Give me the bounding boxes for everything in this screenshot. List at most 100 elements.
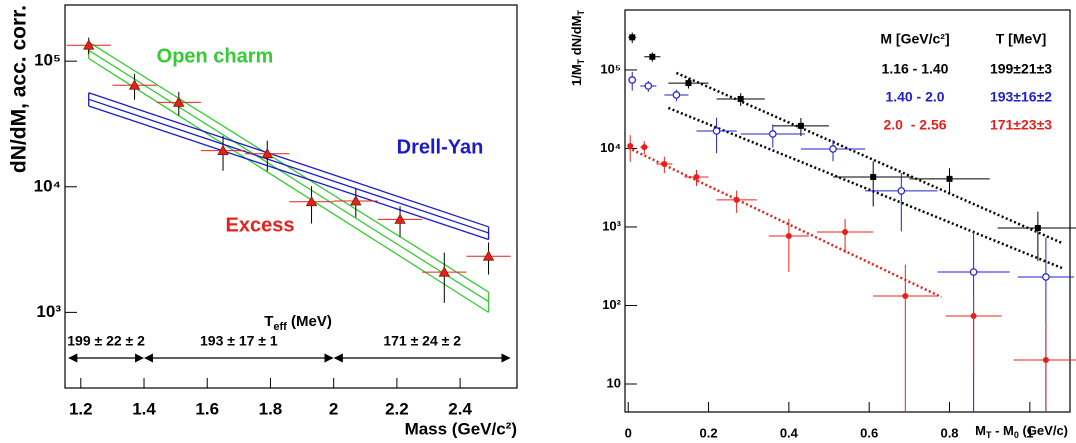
point — [649, 53, 656, 60]
x-tick-label: 0.4 — [780, 425, 799, 440]
x-axis-label: MT - M0 (GeV/c) — [975, 423, 1068, 440]
point — [1042, 357, 1049, 364]
x-label-part: M — [975, 423, 986, 438]
legend-temperature: 193±16±2 — [990, 89, 1052, 105]
point — [970, 312, 977, 319]
band-line — [88, 49, 489, 303]
teff-main: T — [264, 313, 273, 330]
point — [897, 187, 906, 195]
x-tick-label: 0.8 — [940, 425, 958, 440]
point — [438, 266, 450, 277]
point — [128, 79, 141, 90]
fit-line — [675, 71, 1063, 245]
band-line — [88, 92, 489, 228]
point — [969, 268, 978, 276]
x-tick-label: 0.6 — [860, 425, 878, 440]
point — [261, 147, 273, 159]
point — [173, 96, 185, 107]
point — [902, 293, 909, 300]
point — [685, 80, 692, 87]
point — [83, 39, 95, 50]
point — [628, 76, 637, 84]
x-tick-label: 2.4 — [448, 399, 472, 418]
fit-line — [627, 146, 943, 299]
point — [672, 91, 681, 99]
point — [768, 130, 777, 138]
x-tick-label: 2 — [329, 399, 338, 418]
band-line — [88, 57, 489, 313]
teff-label: Teff (MeV) — [264, 313, 332, 333]
point — [1042, 273, 1050, 281]
point — [785, 232, 792, 239]
y-axis-label: 1/MT dN/dMT — [569, 10, 586, 87]
point — [737, 95, 744, 102]
range-label: 193 ± 17 ± 1 — [200, 333, 278, 349]
range-label: 199 ± 22 ± 2 — [67, 333, 145, 349]
legend-temperature: 171±23±3 — [990, 117, 1052, 133]
y-tick-label: 10⁵ — [34, 51, 61, 70]
y-axis-label: dN/dM, acc. corr. — [8, 5, 31, 173]
y-tick-label: 10³ — [602, 218, 621, 233]
x-label-part: - M — [991, 423, 1013, 438]
point — [946, 175, 953, 182]
plot-frame — [64, 4, 518, 389]
legend-range: 1.40 - 2.0 — [885, 89, 944, 105]
y-tick-label: 10⁴ — [600, 140, 621, 155]
band-label: Open charm — [157, 45, 274, 67]
x-label-sub: T — [986, 430, 992, 440]
fit-line — [667, 106, 1063, 270]
teff-sub: eff — [273, 321, 287, 333]
point — [482, 250, 495, 261]
y-label-sub: T — [576, 10, 586, 16]
y-tick-label: 10³ — [36, 302, 61, 321]
y-tick-label: 10² — [602, 297, 621, 312]
point — [641, 144, 648, 151]
point — [629, 34, 636, 41]
point — [1034, 225, 1041, 232]
x-label-part: (GeV/c) — [1019, 423, 1068, 438]
x-axis-label: Mass (GeV/c²) — [405, 419, 517, 438]
plot-frame — [624, 9, 1071, 413]
point — [712, 127, 721, 135]
point — [217, 144, 229, 156]
x-tick-label: 1.6 — [195, 399, 219, 418]
band-line — [88, 41, 489, 293]
legend-header: M [GeV/c²] — [880, 31, 949, 47]
point — [842, 228, 849, 235]
teff-rest: (MeV) — [287, 313, 332, 330]
band-line — [88, 98, 489, 234]
x-tick-label: 1.8 — [259, 399, 283, 418]
range-label: 171 ± 24 ± 2 — [383, 333, 461, 349]
legend-temperature: 199±21±3 — [990, 61, 1052, 77]
x-tick-label: 1.2 — [69, 399, 93, 418]
y-tick-label: 10⁵ — [600, 61, 621, 76]
point — [644, 82, 653, 90]
x-tick-label: 1.4 — [132, 399, 156, 418]
y-label-part: dN/dM — [569, 16, 584, 59]
point — [733, 196, 740, 203]
point — [797, 122, 804, 129]
x-tick-label: 1 — [1026, 425, 1033, 440]
point — [661, 160, 668, 167]
point — [627, 142, 634, 149]
point — [350, 195, 362, 206]
point — [305, 195, 318, 207]
legend-header: T [MeV] — [996, 31, 1047, 47]
series-label: Excess — [226, 214, 295, 236]
point — [829, 145, 837, 153]
x-tick-label: 0.2 — [699, 425, 717, 440]
y-label-sub: T — [576, 58, 586, 64]
x-tick-label: 2.2 — [385, 399, 409, 418]
x-tick-label: 0 — [625, 425, 632, 440]
point — [394, 213, 406, 224]
y-tick-label: 10⁴ — [34, 176, 61, 195]
y-tick-label: 10 — [607, 375, 621, 390]
y-label-part: 1/M — [569, 64, 584, 86]
legend-range: 1.16 - 1.40 — [882, 61, 949, 77]
point — [870, 173, 877, 180]
band-label: Drell-Yan — [397, 136, 484, 158]
legend-range: 2.0 - 2.56 — [883, 117, 946, 133]
point — [693, 173, 700, 180]
band-line — [88, 105, 489, 241]
